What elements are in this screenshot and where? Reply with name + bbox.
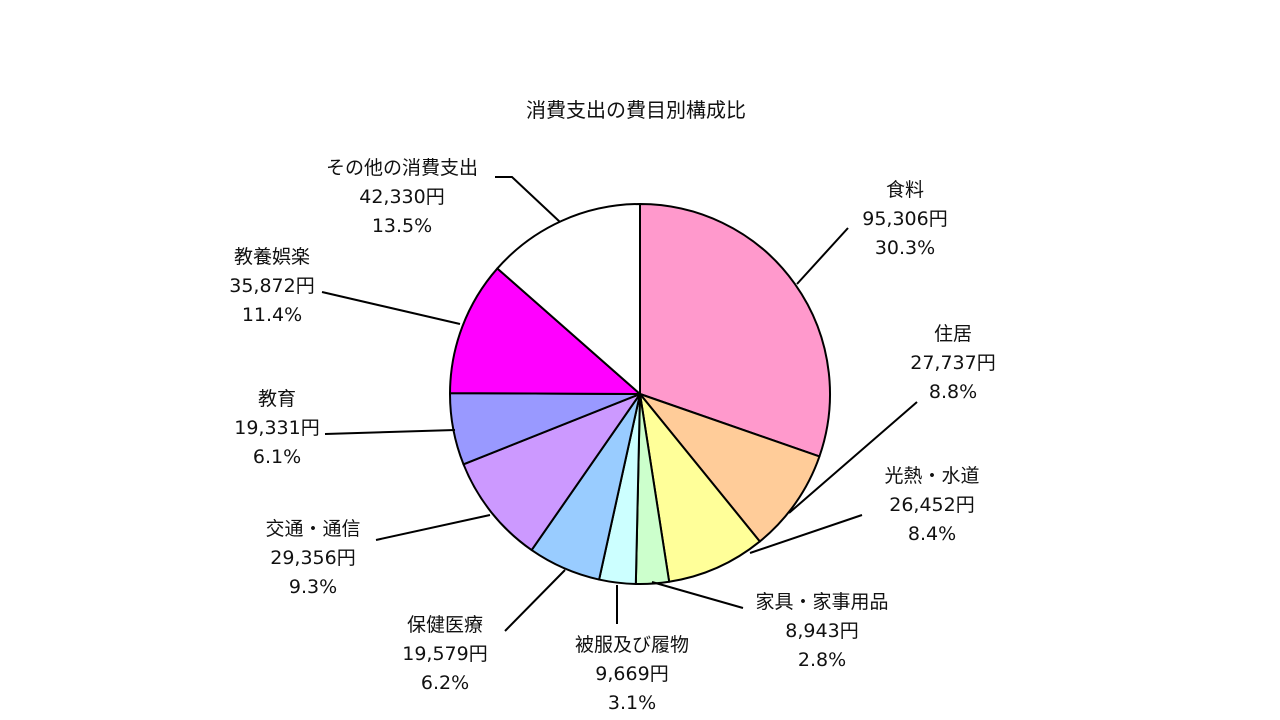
slice-percent-label: 3.1% <box>608 692 656 714</box>
slice-amount-label: 19,331円 <box>234 417 319 439</box>
slice-percent-label: 2.8% <box>798 649 846 671</box>
leader-line <box>321 291 461 325</box>
pie-slice <box>462 393 641 552</box>
leader-line <box>749 514 863 554</box>
slice-name-label: 保健医療 <box>407 614 483 636</box>
slice-percent-label: 8.4% <box>908 523 956 545</box>
pie-slices <box>448 203 831 585</box>
slice-amount-label: 42,330円 <box>359 186 444 208</box>
slice-percent-label: 9.3% <box>289 576 337 598</box>
chart-title: 消費支出の費目別構成比 <box>526 98 746 122</box>
leader-line <box>495 176 561 223</box>
leader-line <box>796 227 849 285</box>
slice-name-label: 食料 <box>886 179 924 201</box>
slice-name-label: 家具・家事用品 <box>755 591 888 613</box>
slice-name-label: 交通・通信 <box>265 518 360 540</box>
slice-percent-label: 6.1% <box>253 446 301 468</box>
slice-amount-label: 95,306円 <box>862 208 947 230</box>
pie-slice <box>639 393 821 543</box>
slice-percent-label: 8.8% <box>929 381 977 403</box>
slice-percent-label: 30.3% <box>875 237 935 259</box>
pie-slice <box>496 203 641 395</box>
pie-slice <box>449 267 641 395</box>
slice-amount-label: 9,669円 <box>595 663 668 685</box>
slice-amount-label: 8,943円 <box>785 620 858 642</box>
slice-percent-label: 13.5% <box>372 215 432 237</box>
pie-slice <box>639 393 761 583</box>
slice-name-label: 住居 <box>934 323 972 345</box>
slice-percent-label: 11.4% <box>242 304 302 326</box>
pie-slice <box>639 203 831 458</box>
leader-line <box>504 569 566 632</box>
leader-line <box>375 514 491 541</box>
slice-amount-label: 35,872円 <box>229 275 314 297</box>
leader-line <box>651 581 744 609</box>
slice-amount-label: 19,579円 <box>402 643 487 665</box>
slice-amount-label: 26,452円 <box>889 494 974 516</box>
slice-amount-label: 27,737円 <box>910 352 995 374</box>
slice-name-label: 教育 <box>258 388 296 410</box>
leader-line <box>788 401 918 514</box>
slice-labels: 食料 95,306円 30.3% 住居 27,737円 8.8% 光熱・水道 26,452円 8… <box>229 157 995 714</box>
slice-name-label: その他の消費支出 <box>326 157 478 179</box>
slice-name-label: 光熱・水道 <box>884 465 979 487</box>
leader-line <box>324 429 456 435</box>
slice-percent-label: 6.2% <box>421 672 469 694</box>
slice-name-label: 被服及び履物 <box>575 634 689 656</box>
slice-name-label: 教養娯楽 <box>234 246 310 268</box>
slice-amount-label: 29,356円 <box>270 547 355 569</box>
leader-lines <box>321 176 918 632</box>
